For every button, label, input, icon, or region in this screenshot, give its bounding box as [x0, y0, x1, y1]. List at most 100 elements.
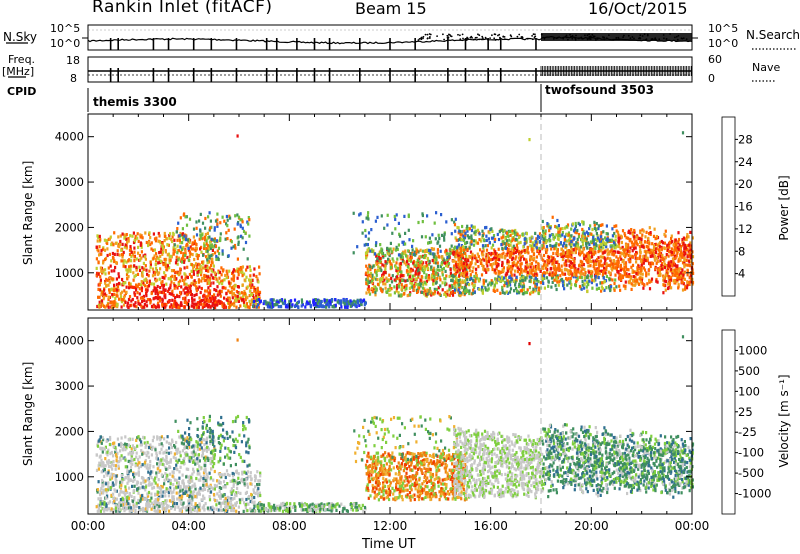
heatmap-cell [194, 262, 198, 266]
heatmap-cell [586, 260, 589, 264]
heatmap-cell [583, 276, 586, 280]
heatmap-cell [133, 304, 136, 308]
heatmap-cell [236, 134, 239, 138]
heatmap-cell [441, 255, 444, 259]
heatmap-cell [493, 283, 496, 287]
heatmap-cell [671, 253, 675, 257]
heatmap-cell [473, 286, 476, 290]
heatmap-cell [643, 240, 647, 244]
heatmap-cell [441, 288, 444, 292]
heatmap-cell [639, 248, 642, 252]
heatmap-cell [224, 305, 227, 309]
heatmap-cell [631, 269, 634, 273]
heatmap-cell [512, 249, 516, 253]
heatmap-cell [142, 267, 145, 272]
heatmap-cell [621, 245, 624, 249]
heatmap-cell [203, 236, 206, 240]
heatmap-cell [144, 253, 147, 257]
heatmap-cell [576, 275, 579, 279]
heatmap-cell [525, 266, 528, 270]
heatmap-cell [98, 253, 101, 257]
heatmap-cell [107, 266, 110, 270]
heatmap-cell [491, 257, 494, 261]
heatmap-cell [574, 246, 577, 250]
heatmap-cell [368, 292, 372, 296]
heatmap-cell [603, 280, 606, 284]
heatmap-cell [188, 286, 192, 290]
heatmap-cell [511, 246, 514, 250]
heatmap-cell [196, 272, 199, 277]
heatmap-cell [496, 288, 499, 292]
heatmap-cell [121, 242, 124, 246]
heatmap-cell [579, 259, 582, 263]
heatmap-cell [628, 250, 631, 254]
heatmap-cell [142, 294, 146, 298]
heatmap-cell [426, 258, 430, 262]
heatmap-cell [663, 279, 666, 283]
heatmap-cell [234, 294, 237, 298]
heatmap-cell [672, 242, 675, 246]
heatmap-cell [673, 254, 676, 258]
heatmap-cell [597, 250, 600, 254]
heatmap-cell [642, 286, 645, 290]
heatmap-cell [613, 281, 616, 286]
heatmap-cell [576, 277, 579, 281]
heatmap-cell [482, 267, 485, 271]
heatmap-cell [108, 280, 111, 284]
heatmap-cell [569, 276, 572, 280]
heatmap-cell [631, 254, 634, 258]
heatmap-cell [368, 288, 371, 292]
heatmap-cell [537, 286, 540, 290]
heatmap-cell [384, 282, 387, 286]
heatmap-cell [229, 290, 232, 295]
heatmap-cell [387, 288, 390, 292]
heatmap-cell [462, 274, 466, 278]
heatmap-cell [116, 249, 119, 253]
heatmap-cell [254, 296, 257, 300]
heatmap-cell [227, 254, 230, 258]
heatmap-cell [110, 243, 113, 247]
heatmap-cell [673, 273, 676, 277]
heatmap-cell [133, 291, 136, 295]
heatmap-cell [97, 235, 100, 240]
heatmap-cell [404, 231, 407, 235]
heatmap-cell [580, 237, 583, 241]
heatmap-cell [377, 265, 380, 269]
heatmap-cell [361, 231, 364, 235]
heatmap-cell [122, 250, 125, 255]
heatmap-cell [200, 250, 203, 254]
heatmap-cell [269, 305, 272, 309]
heatmap-cell [547, 279, 550, 283]
heatmap-cell [597, 271, 600, 275]
heatmap-cell [458, 263, 461, 267]
heatmap-cell [682, 241, 685, 245]
nsearch-dot [426, 33, 429, 36]
heatmap-cell [373, 285, 376, 289]
heatmap-cell [599, 235, 602, 239]
heatmap-cell [550, 285, 553, 289]
heatmap-cell [165, 237, 168, 241]
heatmap-cell [208, 279, 211, 283]
heatmap-cell [655, 247, 658, 251]
heatmap-cell [681, 288, 685, 292]
heatmap-cell [583, 282, 586, 286]
heatmap-cell [199, 236, 202, 240]
heatmap-cell [448, 293, 451, 297]
heatmap-cell [320, 299, 323, 304]
heatmap-cell [605, 224, 608, 228]
heatmap-cell [571, 251, 574, 255]
heatmap-cell [391, 257, 394, 261]
heatmap-cell [239, 266, 242, 270]
heatmap-cell [232, 245, 235, 249]
heatmap-cell [224, 237, 227, 241]
heatmap-cell [576, 244, 579, 248]
heatmap-cell [140, 289, 143, 293]
heatmap-cell [229, 216, 232, 220]
heatmap-cell [683, 258, 686, 262]
heatmap-cell [161, 275, 164, 280]
heatmap-cell [317, 304, 320, 309]
heatmap-cell [195, 246, 198, 250]
heatmap-cell [218, 276, 221, 280]
heatmap-cell [504, 237, 507, 241]
heatmap-cell [248, 278, 251, 282]
